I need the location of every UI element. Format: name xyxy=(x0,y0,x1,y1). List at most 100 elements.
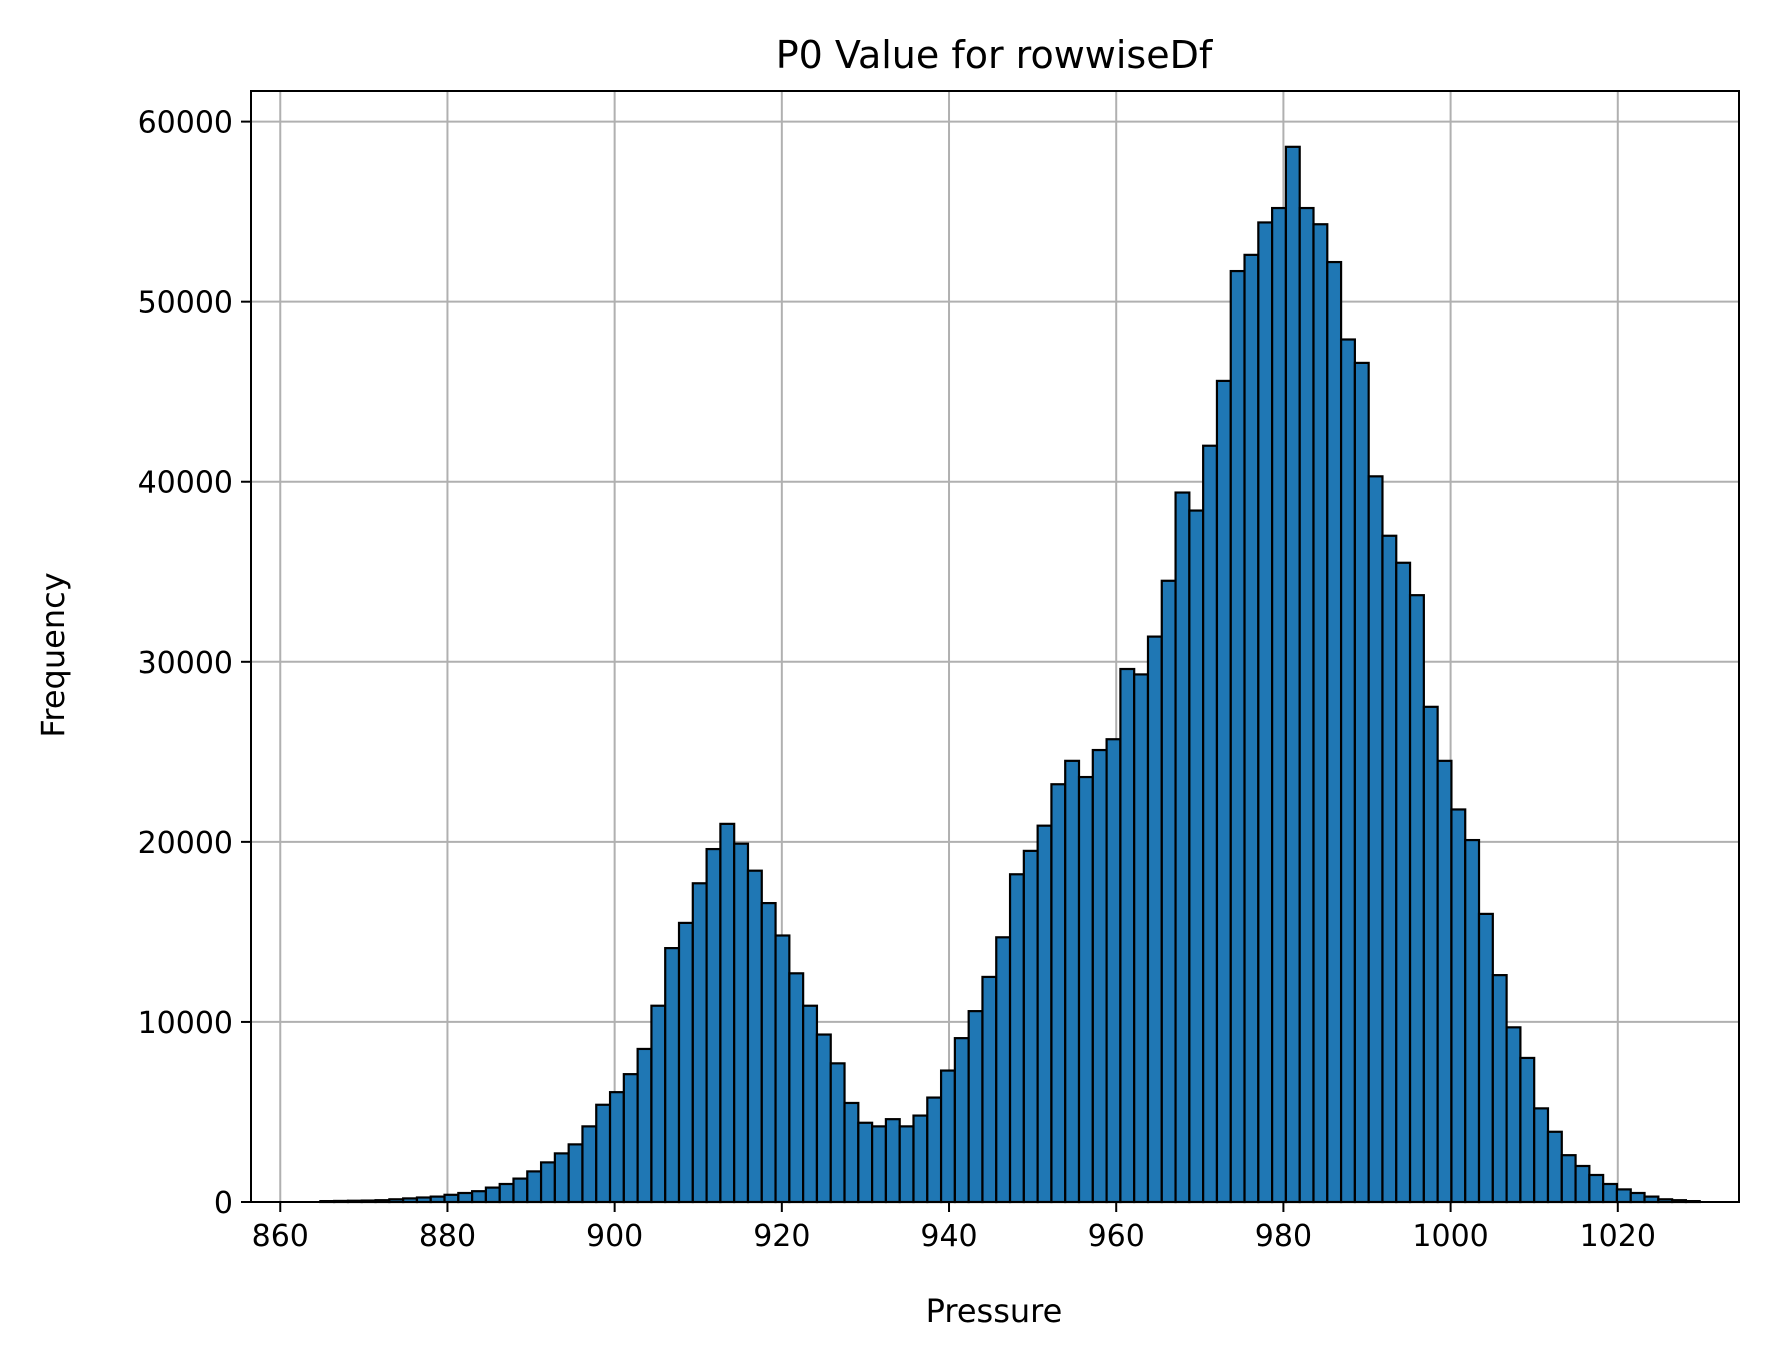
histogram-bar xyxy=(691,882,708,1204)
histogram-bar xyxy=(1174,491,1191,1204)
histogram-bar xyxy=(1574,1164,1591,1204)
histogram-bar xyxy=(457,1191,474,1204)
histogram-bar xyxy=(1284,145,1301,1204)
histogram-bar xyxy=(884,1118,901,1204)
histogram-bar xyxy=(471,1190,488,1204)
histogram-bar xyxy=(1436,759,1453,1204)
histogram-bar xyxy=(939,1069,956,1204)
histogram-bar xyxy=(1533,1107,1550,1204)
histogram-bar xyxy=(1008,873,1025,1204)
histogram-bar xyxy=(788,972,805,1204)
histogram-bar xyxy=(664,947,681,1204)
histogram-bar xyxy=(815,1033,832,1204)
histogram-bar xyxy=(498,1182,515,1204)
histogram-bar xyxy=(829,1062,846,1204)
histogram-bar xyxy=(622,1073,639,1204)
histogram-bar xyxy=(926,1096,943,1204)
histogram-bar xyxy=(1160,579,1177,1204)
histogram-bar xyxy=(1133,673,1150,1204)
histogram-bar xyxy=(1408,594,1425,1204)
histogram-bar xyxy=(981,975,998,1204)
histogram-bar xyxy=(719,822,736,1204)
histogram-bar xyxy=(843,1101,860,1204)
x-axis-ticks: 860 880 900 920 940 960 980 1000 1020 xyxy=(252,1202,1656,1254)
histogram-bar xyxy=(1477,912,1494,1204)
histogram-bar xyxy=(512,1177,529,1204)
histogram-bar xyxy=(1353,361,1370,1204)
histogram-bar xyxy=(1188,509,1205,1204)
y-tick-label: 40000 xyxy=(138,466,233,501)
histogram-bar xyxy=(581,1125,598,1204)
y-tick-label: 20000 xyxy=(138,826,233,861)
y-tick-label: 30000 xyxy=(138,646,233,681)
histogram-bar xyxy=(1602,1182,1619,1204)
x-tick-label: 1020 xyxy=(1580,1219,1656,1254)
x-tick-label: 860 xyxy=(252,1219,309,1254)
histogram-bar xyxy=(1546,1130,1563,1204)
histogram-bar xyxy=(857,1121,874,1204)
histogram-bar xyxy=(1491,974,1508,1204)
histogram-bar xyxy=(871,1125,888,1204)
x-axis-label: Pressure xyxy=(926,1292,1063,1330)
x-tick-label: 1000 xyxy=(1412,1219,1488,1254)
y-tick-label: 10000 xyxy=(138,1006,233,1041)
histogram-bar xyxy=(650,1004,667,1204)
y-axis-ticks: 0 10000 20000 30000 40000 50000 60000 xyxy=(138,106,251,1221)
histogram-bar xyxy=(484,1186,501,1204)
histogram-bar xyxy=(526,1170,543,1204)
x-tick-label: 960 xyxy=(1088,1219,1145,1254)
histogram-bar xyxy=(1519,1056,1536,1204)
histogram-bar xyxy=(733,842,750,1204)
histogram-bar xyxy=(1022,849,1039,1204)
histogram-bar xyxy=(1202,444,1219,1204)
histogram-bar xyxy=(677,921,694,1204)
x-tick-label: 920 xyxy=(753,1219,810,1254)
x-tick-label: 940 xyxy=(920,1219,977,1254)
y-tick-label: 50000 xyxy=(138,286,233,321)
histogram-bar xyxy=(746,869,763,1204)
histogram-bar xyxy=(1422,705,1439,1204)
histogram-bar xyxy=(595,1103,612,1204)
histogram-bar xyxy=(1105,738,1122,1204)
histogram-bar xyxy=(1339,338,1356,1204)
histogram-bar xyxy=(1036,824,1053,1204)
histogram-bar xyxy=(553,1152,570,1204)
x-tick-label: 880 xyxy=(419,1219,476,1254)
histogram-bar xyxy=(1050,783,1067,1204)
histogram-bar xyxy=(1271,206,1288,1204)
histogram-bar xyxy=(608,1091,625,1204)
x-tick-label: 900 xyxy=(586,1219,643,1254)
histogram-bar xyxy=(443,1193,460,1204)
histogram-bar xyxy=(1629,1191,1646,1204)
histogram-bar xyxy=(1077,775,1094,1204)
histogram-bar xyxy=(1395,561,1412,1204)
histogram-bar xyxy=(1615,1188,1632,1204)
histogram-bar xyxy=(1257,221,1274,1204)
histogram-bar xyxy=(539,1161,556,1204)
histogram-bar xyxy=(1298,206,1315,1204)
histogram-bar xyxy=(705,847,722,1204)
y-tick-label: 60000 xyxy=(138,106,233,141)
histogram-bar xyxy=(1381,534,1398,1204)
histogram-bar xyxy=(1312,223,1329,1204)
histogram-bar xyxy=(1450,808,1467,1204)
histogram-bar xyxy=(1464,838,1481,1204)
x-tick-label: 980 xyxy=(1255,1219,1312,1254)
y-tick-label: 0 xyxy=(214,1186,233,1221)
histogram-bar xyxy=(1146,635,1163,1204)
histogram-bar xyxy=(1505,1026,1522,1204)
histogram-bar xyxy=(802,1004,819,1204)
histogram-bar xyxy=(1215,379,1232,1204)
histogram-bar xyxy=(1091,748,1108,1204)
histogram-bar xyxy=(967,1010,984,1204)
histogram-bar xyxy=(1326,260,1343,1204)
plot-frame xyxy=(250,90,1740,1203)
histogram-bar xyxy=(760,901,777,1204)
histogram-bar xyxy=(1229,269,1246,1204)
histogram-bar xyxy=(1560,1154,1577,1204)
histogram-bar xyxy=(1119,667,1136,1204)
histogram-bar xyxy=(567,1143,584,1204)
y-axis-label: Frequency xyxy=(34,572,72,737)
histogram-bar xyxy=(774,934,791,1204)
histogram-bar xyxy=(1588,1173,1605,1204)
